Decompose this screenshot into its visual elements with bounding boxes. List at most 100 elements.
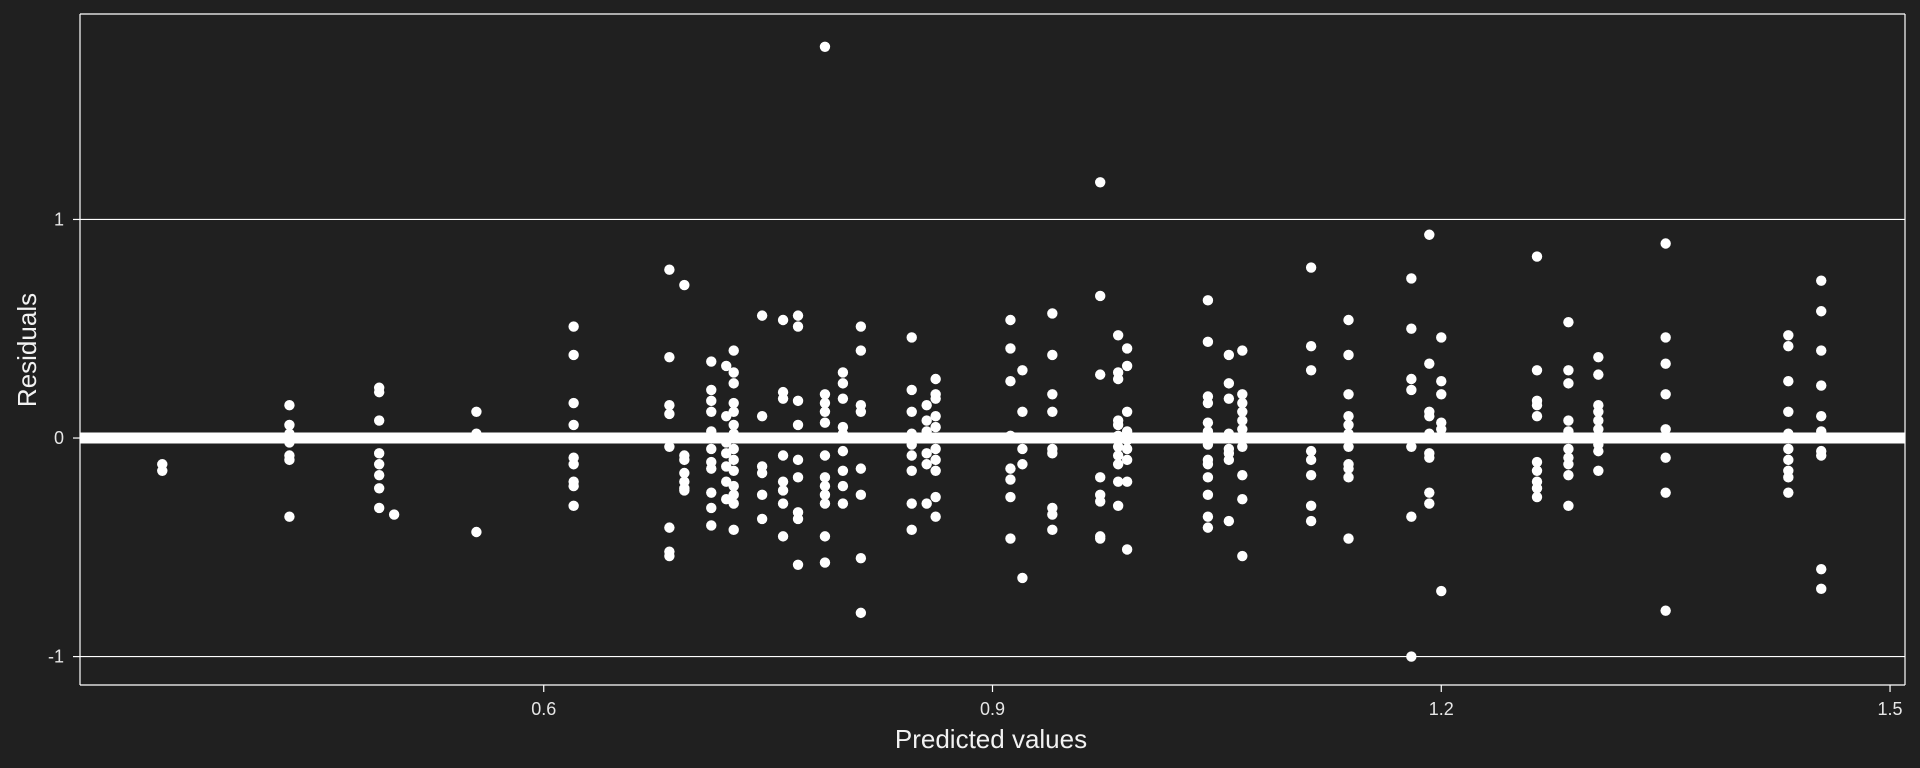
data-point [792,310,804,321]
data-point [1237,345,1248,356]
data-point [930,491,941,503]
data-point [1816,450,1827,461]
data-point [1660,605,1671,616]
data-point [1660,332,1671,343]
data-point [1563,500,1574,511]
data-point [1112,430,1124,442]
data-point [706,520,717,531]
data-point [568,321,579,332]
data-point [706,432,717,444]
data-point [1121,343,1133,354]
data-point [819,406,831,417]
data-point [721,437,732,448]
data-point [1783,428,1794,439]
data-point [1783,330,1794,341]
data-point [373,386,385,398]
data-point [1202,511,1214,522]
data-point [921,459,932,470]
data-point [1563,365,1574,376]
data-point [1017,365,1028,376]
data-point [1095,290,1106,302]
data-point [568,397,579,409]
data-point [1593,430,1604,442]
data-point [792,419,804,431]
data-point [1816,426,1827,437]
data-point [568,349,579,361]
data-point [1406,373,1417,385]
data-point [792,472,804,483]
data-point [1424,452,1435,463]
tick-labels: 0.6 0.9 1.2 1.5 -1 0 1 [48,209,1903,719]
data-point [819,498,831,509]
data-point [388,509,400,520]
data-point [1343,441,1354,452]
data-point [1112,459,1124,470]
data-point [1660,358,1671,369]
data-point [1112,330,1124,341]
data-point [1783,341,1794,352]
data-point [1593,445,1604,457]
data-point [1305,515,1317,527]
data-point [1237,406,1248,417]
data-point [706,406,717,417]
data-point [756,310,768,321]
data-point [1343,428,1354,439]
data-point [906,428,917,439]
data-point [1121,426,1133,437]
data-point [1202,489,1214,501]
data-point [837,465,849,477]
data-point [819,389,831,400]
data-point [930,410,941,422]
data-point [777,393,789,404]
data-point [1017,572,1028,584]
data-point [728,443,739,455]
data-point [1343,410,1354,422]
data-point [1660,389,1671,400]
data-point [664,351,675,363]
data-point [706,356,717,367]
data-point [855,553,867,564]
data-point [157,465,168,477]
data-point [1563,378,1574,389]
data-point [1005,463,1016,474]
data-point [1095,533,1106,544]
data-point [837,367,849,378]
data-point [706,443,717,455]
data-point [373,483,385,494]
data-point [1121,454,1133,466]
data-point [1343,314,1354,326]
data-point [777,450,789,461]
data-point [1436,389,1447,400]
data-point [1436,585,1447,597]
data-point [1005,375,1016,387]
data-point [1816,306,1827,317]
data-point [728,367,739,378]
data-point [1202,472,1214,483]
x-tick-label: 1.2 [1429,699,1454,719]
data-point [471,526,482,538]
data-point [855,345,867,356]
data-point [373,415,385,426]
data-point [819,489,831,501]
data-point [1563,443,1574,455]
data-point [1424,498,1435,509]
data-point [1237,469,1248,481]
data-point [373,448,385,459]
data-point [1305,341,1317,352]
data-point [1816,275,1827,286]
data-point [728,524,739,536]
data-point [1237,389,1248,400]
data-point [706,487,717,498]
data-point [1047,524,1058,536]
data-point [855,432,867,444]
data-point [1047,406,1058,417]
data-point [1660,238,1671,249]
data-point [1237,432,1248,444]
data-point [1783,443,1794,455]
data-point [373,459,385,470]
data-point [777,498,789,509]
data-point [1112,476,1124,487]
data-point [1531,456,1543,468]
data-point [1112,373,1124,385]
data-point [1121,443,1133,455]
